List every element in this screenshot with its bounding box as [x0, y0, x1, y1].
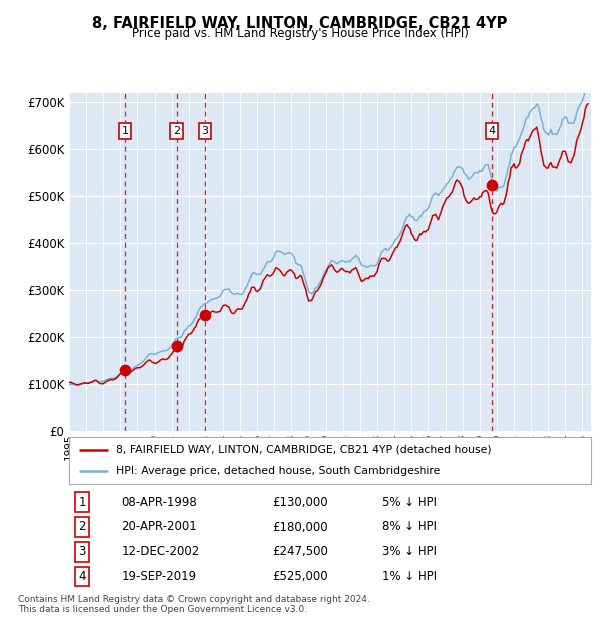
Text: 3: 3	[202, 126, 209, 136]
Text: 8, FAIRFIELD WAY, LINTON, CAMBRIDGE, CB21 4YP (detached house): 8, FAIRFIELD WAY, LINTON, CAMBRIDGE, CB2…	[116, 445, 491, 454]
Text: 8% ↓ HPI: 8% ↓ HPI	[382, 521, 437, 533]
Text: £247,500: £247,500	[272, 546, 328, 558]
Text: 5% ↓ HPI: 5% ↓ HPI	[382, 496, 437, 508]
Point	[120, 365, 130, 375]
Text: £180,000: £180,000	[272, 521, 328, 533]
Text: 1% ↓ HPI: 1% ↓ HPI	[382, 570, 437, 583]
Point	[487, 180, 497, 190]
Text: HPI: Average price, detached house, South Cambridgeshire: HPI: Average price, detached house, Sout…	[116, 466, 440, 476]
Text: 19-SEP-2019: 19-SEP-2019	[121, 570, 196, 583]
Text: Contains HM Land Registry data © Crown copyright and database right 2024.: Contains HM Land Registry data © Crown c…	[18, 595, 370, 604]
Text: 2: 2	[78, 521, 86, 533]
Text: 08-APR-1998: 08-APR-1998	[121, 496, 197, 508]
Text: Price paid vs. HM Land Registry's House Price Index (HPI): Price paid vs. HM Land Registry's House …	[131, 27, 469, 40]
Text: 1: 1	[121, 126, 128, 136]
Text: 8, FAIRFIELD WAY, LINTON, CAMBRIDGE, CB21 4YP: 8, FAIRFIELD WAY, LINTON, CAMBRIDGE, CB2…	[92, 16, 508, 30]
Point	[200, 310, 210, 320]
Text: £525,000: £525,000	[272, 570, 328, 583]
Text: 2: 2	[173, 126, 181, 136]
Text: 4: 4	[78, 570, 86, 583]
Text: 1: 1	[78, 496, 86, 508]
Text: This data is licensed under the Open Government Licence v3.0.: This data is licensed under the Open Gov…	[18, 604, 307, 614]
Text: 12-DEC-2002: 12-DEC-2002	[121, 546, 199, 558]
Text: 20-APR-2001: 20-APR-2001	[121, 521, 197, 533]
Text: 4: 4	[488, 126, 496, 136]
Text: 3: 3	[79, 546, 86, 558]
Text: 3% ↓ HPI: 3% ↓ HPI	[382, 546, 437, 558]
Point	[172, 342, 182, 352]
Text: £130,000: £130,000	[272, 496, 328, 508]
